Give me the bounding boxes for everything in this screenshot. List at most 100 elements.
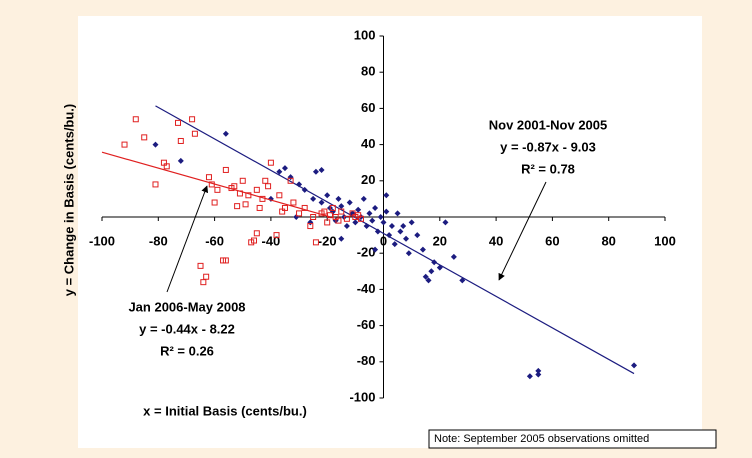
point: [338, 208, 345, 215]
point: [310, 214, 317, 220]
point: [414, 232, 421, 239]
point: [419, 246, 426, 253]
y-tick-label: 80: [361, 64, 375, 79]
x-tick-label: 20: [433, 233, 447, 248]
point: [256, 204, 263, 211]
point: [273, 232, 280, 239]
point: [203, 273, 210, 280]
x-tick-label: 100: [654, 233, 676, 248]
point: [631, 362, 638, 369]
point: [265, 183, 272, 190]
point: [197, 262, 204, 269]
point: [253, 230, 260, 237]
annotation-arrow: [166, 185, 209, 293]
point: [355, 206, 362, 213]
point: [400, 223, 407, 230]
trend-line: [101, 151, 331, 218]
point: [422, 273, 429, 280]
point: [372, 204, 379, 211]
point: [296, 210, 303, 217]
y-tick-label: -60: [357, 317, 376, 332]
point: [312, 239, 319, 246]
point: [132, 116, 139, 123]
point: [175, 119, 182, 126]
point: [222, 166, 229, 173]
point: [177, 157, 184, 164]
point: [343, 223, 350, 230]
y-axis-label: y = Change in Basis (cents/bu.): [61, 104, 76, 297]
point: [324, 219, 331, 226]
point: [318, 166, 325, 173]
annotation: Nov 2001-Nov 2005: [489, 117, 608, 132]
point: [526, 373, 533, 380]
point: [391, 241, 398, 248]
annotation: y = -0.87x - 9.03: [500, 139, 596, 154]
point: [191, 130, 198, 137]
point: [222, 130, 229, 137]
point: [276, 192, 283, 199]
point: [366, 210, 373, 217]
point: [338, 235, 345, 242]
point: [450, 253, 457, 260]
point: [214, 186, 221, 193]
point: [360, 195, 367, 202]
point: [408, 219, 415, 226]
point: [152, 141, 159, 148]
point: [163, 163, 170, 170]
y-tick-label: -20: [357, 245, 376, 260]
annotation: R² = 0.26: [160, 343, 214, 358]
trend-line: [155, 105, 635, 375]
point: [301, 204, 308, 211]
y-tick-label: 40: [361, 136, 375, 151]
point: [335, 195, 342, 202]
point: [211, 199, 218, 206]
point: [397, 228, 404, 235]
point: [343, 215, 350, 222]
point: [535, 367, 542, 374]
y-tick-label: -40: [357, 281, 376, 296]
point: [267, 159, 274, 166]
point: [312, 168, 319, 175]
point: [338, 203, 345, 210]
point: [276, 168, 283, 175]
point: [307, 223, 314, 230]
point: [253, 186, 260, 193]
point: [242, 201, 249, 208]
x-axis-label: x = Initial Basis (cents/bu.): [143, 403, 307, 418]
point: [310, 195, 317, 202]
point: [372, 246, 379, 253]
point: [290, 199, 297, 206]
point: [346, 199, 353, 206]
point: [222, 257, 229, 264]
point: [281, 165, 288, 172]
point: [425, 277, 432, 284]
point: [357, 215, 364, 222]
point: [177, 137, 184, 144]
point: [394, 210, 401, 217]
point: [141, 134, 148, 141]
point: [234, 203, 241, 210]
point: [324, 192, 331, 199]
x-tick-label: 0: [380, 233, 387, 248]
x-tick-label: -100: [89, 233, 115, 248]
note-box: [428, 429, 717, 449]
y-tick-label: 20: [361, 172, 375, 187]
note: Note: September 2005 observations omitte…: [434, 433, 649, 445]
point: [321, 208, 328, 215]
y-tick-label: 100: [354, 27, 376, 42]
x-tick-label: -60: [205, 233, 224, 248]
point: [245, 192, 252, 199]
plot-background: [78, 16, 702, 448]
point: [327, 212, 334, 219]
x-tick-label: -80: [149, 233, 168, 248]
point: [383, 208, 390, 215]
annotation-arrow: [498, 181, 547, 281]
point: [189, 116, 196, 123]
point: [239, 177, 246, 184]
point: [405, 250, 412, 257]
point: [383, 192, 390, 199]
x-tick-label: -20: [318, 233, 337, 248]
annotation: y = -0.44x - 8.22: [139, 321, 235, 336]
